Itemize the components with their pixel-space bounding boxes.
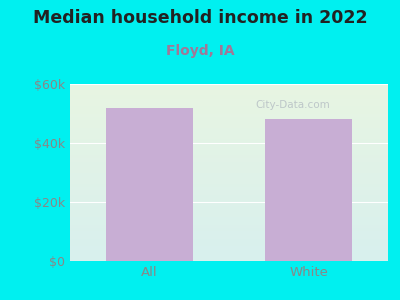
Bar	[106, 108, 193, 261]
Text: Median household income in 2022: Median household income in 2022	[33, 9, 367, 27]
Text: City-Data.com: City-Data.com	[255, 100, 330, 110]
Text: Floyd, IA: Floyd, IA	[166, 44, 234, 58]
Bar	[265, 119, 352, 261]
